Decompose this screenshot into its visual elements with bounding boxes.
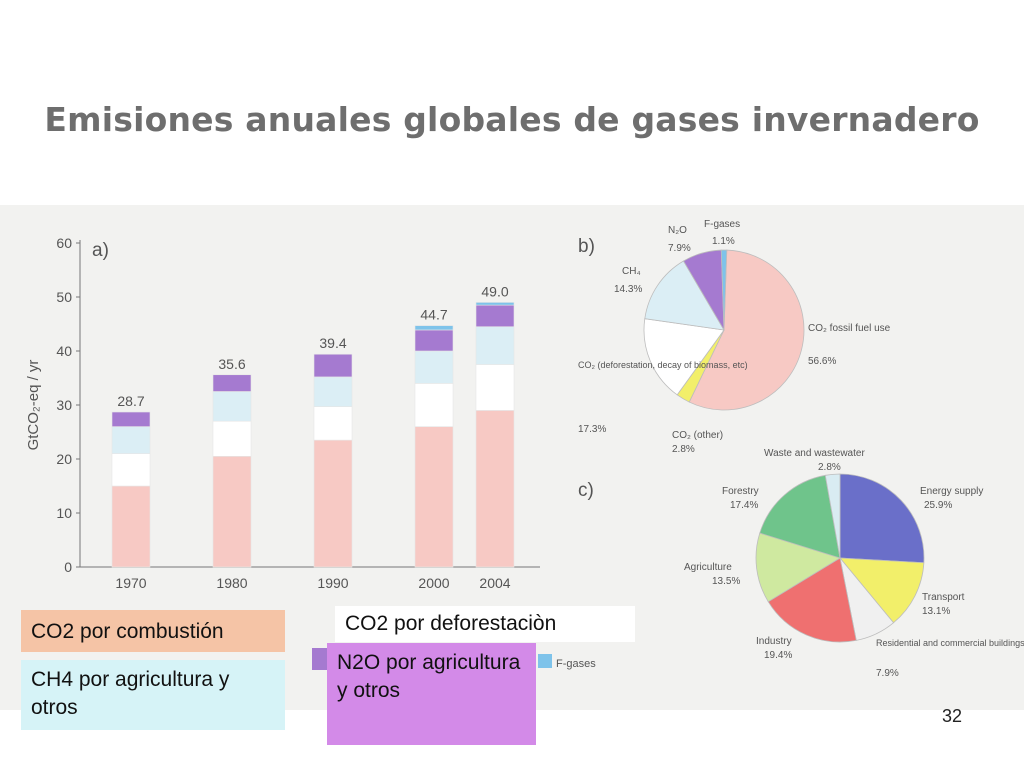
x-tick-labels: 1970 1980 1990 2000 2004: [115, 575, 510, 591]
legend-co2-deforestation: CO2 por deforestaciòn: [335, 606, 635, 642]
pie-b-slice-5: [720, 249, 728, 331]
pie-b-slice-3: [644, 260, 725, 331]
bar-total-2004: 49.0: [481, 283, 508, 299]
pie-c-value-transport: 13.1%: [922, 606, 950, 617]
bar-segment-co2-deforestation-2004: [475, 364, 515, 411]
legend-fgases-label: F-gases: [556, 658, 596, 670]
bar-segment-ch4-1990: [313, 376, 353, 407]
bar-segment-co2-fossil-1980: [212, 455, 252, 568]
x-tick-label-1980: 1980: [216, 575, 247, 591]
bar-segment-co2-fossil-1970: [111, 485, 151, 568]
pie-c-label-waste: Waste and wastewater: [764, 448, 865, 459]
pie-c-value-waste: 2.8%: [818, 462, 841, 473]
bar-total-1990: 39.4: [319, 335, 346, 351]
y-tick-label: 10: [56, 505, 72, 521]
y-tick-label: 20: [56, 451, 72, 467]
pie-c-label-forestry: Forestry: [722, 486, 759, 497]
bar-segment-n2o-2000: [414, 329, 454, 352]
page-number: 32: [941, 706, 962, 726]
legend-swatch-fgases: [538, 654, 552, 668]
pie-c-value-industry: 19.4%: [764, 650, 792, 661]
bar-segment-ch4-2004: [475, 326, 515, 365]
bar-segment-ch4-1980: [212, 391, 252, 422]
pie-chart-sectors: [755, 473, 925, 643]
slide-title: Emisiones anuales globales de gases inve…: [44, 100, 980, 139]
bar-segment-ch4-2000: [414, 350, 454, 384]
bar-segment-co2-deforestation-1980: [212, 420, 252, 457]
bar-segment-n2o-1990: [313, 353, 353, 378]
bar-segment-co2-deforestation-1990: [313, 406, 353, 441]
pie-b-label-ch4: CH₄: [622, 266, 641, 277]
legend-co2-combustion: CO2 por combustión: [21, 610, 285, 652]
bar-total-1980: 35.6: [218, 356, 245, 372]
pie-b-label-other: CO₂ (other): [672, 430, 723, 441]
panel-label-c: c): [578, 480, 594, 501]
bar-segment-co2-fossil-1990: [313, 439, 353, 568]
pie-b-value-n2o: 7.9%: [668, 243, 691, 254]
pie-c-label-transport: Transport: [922, 592, 965, 603]
bar-segment-n2o-1970: [111, 411, 151, 427]
y-axis-label: GtCO₂-eq / yr: [25, 360, 42, 451]
bar-total-2000: 44.7: [420, 307, 447, 323]
panel-label-a: a): [92, 240, 109, 261]
pie-b-label-n2o: N₂O: [668, 225, 687, 236]
pie-c-slice-1: [839, 557, 925, 624]
pie-c-slice-6: [824, 473, 841, 559]
x-tick-label-2000: 2000: [418, 575, 449, 591]
bar-segment-ch4-1970: [111, 426, 151, 454]
pie-c-label-agriculture: Agriculture: [684, 562, 732, 573]
pie-c-value-energy: 25.9%: [924, 500, 952, 511]
bar-segment-fgases-2004: [475, 302, 515, 306]
pie-c-label-residential: Residential and commercial buildings: [876, 638, 1024, 648]
legend-n2o: N2O por agricultura y otros: [327, 643, 536, 745]
pie-c-labels: Waste and wastewater 2.8% Energy supply …: [684, 448, 1024, 679]
pie-b-value-fgases: 1.1%: [712, 236, 735, 247]
bar-series: [111, 302, 515, 568]
pie-c-slice-0: [839, 473, 925, 564]
panel-label-b: b): [578, 236, 595, 257]
y-tick-label: 0: [64, 559, 72, 575]
y-tick-label: 60: [56, 235, 72, 251]
pie-c-label-energy: Energy supply: [920, 486, 983, 497]
y-tick-labels: 0 10 20 30 40 50 60: [56, 235, 80, 575]
pie-b-labels: CO₂ fossil fuel use 56.6% CO₂ (other) 2.…: [578, 219, 891, 455]
pie-b-value-deforestation: 17.3%: [578, 424, 606, 435]
pie-chart-gases: [643, 249, 805, 411]
x-tick-label-2004: 2004: [479, 575, 510, 591]
bar-segment-n2o-2004: [475, 304, 515, 328]
pie-c-value-agriculture: 13.5%: [712, 576, 740, 587]
pie-b-label-fossil: CO₂ fossil fuel use: [808, 323, 891, 334]
pie-b-value-fossil: 56.6%: [808, 356, 836, 367]
x-tick-label-1990: 1990: [317, 575, 348, 591]
pie-b-value-ch4: 14.3%: [614, 284, 642, 295]
bar-segment-co2-fossil-2004: [475, 410, 515, 568]
pie-c-slice-5: [759, 474, 841, 559]
pie-c-label-industry: Industry: [756, 636, 792, 647]
bar-segment-co2-deforestation-2000: [414, 383, 454, 427]
pie-b-slice-2: [643, 318, 725, 396]
x-tick-label-1970: 1970: [115, 575, 146, 591]
legend-ch4: CH4 por agricultura y otros: [21, 660, 285, 730]
bar-segment-fgases-2000: [414, 325, 454, 331]
pie-b-label-fgases: F-gases: [704, 219, 740, 230]
pie-b-value-other: 2.8%: [672, 444, 695, 455]
pie-b-slice-0: [688, 249, 805, 411]
pie-b-label-deforestation: CO₂ (deforestation, decay of biomass, et…: [578, 360, 748, 370]
y-tick-label: 50: [56, 289, 72, 305]
bar-segment-co2-deforestation-1970: [111, 453, 151, 487]
bar-total-1970: 28.7: [117, 393, 144, 409]
pie-c-slice-3: [767, 557, 857, 643]
bar-segment-n2o-1980: [212, 374, 252, 392]
pie-c-value-residential: 7.9%: [876, 668, 899, 679]
y-tick-label: 30: [56, 397, 72, 413]
y-tick-label: 40: [56, 343, 72, 359]
pie-c-slice-4: [755, 532, 841, 603]
legend-swatch-n2o: [312, 648, 328, 670]
bar-total-labels: 28.7 35.6 39.4 44.7 49.0: [117, 283, 508, 409]
bar-segment-co2-fossil-2000: [414, 426, 454, 568]
pie-c-value-forestry: 17.4%: [730, 500, 758, 511]
